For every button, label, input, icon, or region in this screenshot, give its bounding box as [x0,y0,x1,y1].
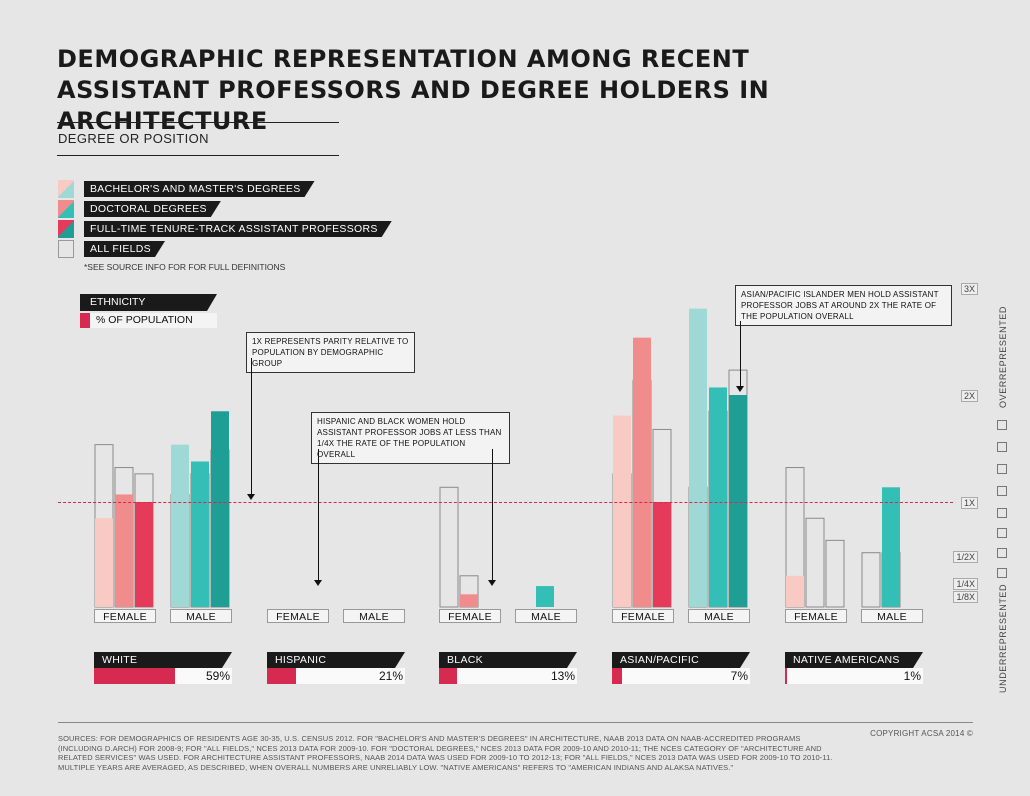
population-pct-track [439,668,577,684]
swatch-professors-icon [58,220,74,238]
swatch-bachelors-icon [58,180,74,198]
ethnicity-label: BLACK [439,652,577,668]
population-pct-value: 13% [550,669,575,683]
bar-female [633,337,651,607]
all-fields-outline [439,486,459,608]
marker-up-icon [997,420,1007,430]
all-fields-outline [861,552,881,608]
population-pct-fill [267,668,296,684]
bar-female [786,575,804,607]
bar-female [135,502,153,607]
bar-female [653,502,671,607]
ethnicity-label: ASIAN/PACIFIC ISLANDER [612,652,750,668]
axis-tick-1x: 1X [960,497,978,509]
sex-label-male: MALE [515,609,577,623]
bar-male [689,308,707,607]
arrow-down-icon [314,580,322,586]
section-label: DEGREE OR POSITION [58,131,209,146]
axis-tick-quarter: 1/4X [953,578,978,590]
arrow-down-icon [247,494,255,500]
arrow-down-icon [488,580,496,586]
bar-female [460,594,478,607]
population-pct-fill [785,668,787,684]
axis-tick-2x: 2X [960,390,978,402]
callout-hispanic-black: HISPANIC AND BLACK WOMEN HOLD ASSISTANT … [311,412,510,464]
swatch-doctoral-icon [58,200,74,218]
marker-down-icon [997,528,1007,538]
marker-down-icon [997,568,1007,578]
bar-female [115,494,133,607]
bar-male [171,444,189,607]
arrow-down-icon [736,386,744,392]
callout-asian-pointer [740,321,741,387]
marker-up-icon [997,442,1007,452]
population-pct-value: 1% [903,669,921,683]
marker-up-icon [997,486,1007,496]
title-line-1: DEMOGRAPHIC REPRESENTATION AMONG RECENT [57,45,750,73]
population-pct-fill [439,668,457,684]
sex-label-female: FEMALE [94,609,156,623]
sex-label-male: MALE [343,609,405,623]
population-pct-fill [94,668,176,684]
population-pct-value: 59% [205,669,230,683]
all-fields-outline [825,539,845,608]
parity-line [58,502,953,503]
over-label: OVERREPRESENTED [998,305,1008,408]
section-rule-top [57,122,339,123]
sex-label-female: FEMALE [785,609,847,623]
section-rule-bottom [57,155,339,156]
bar-female [613,415,631,607]
page-title: DEMOGRAPHIC REPRESENTATION AMONG RECENT … [57,44,957,137]
ethnicity-label: HISPANIC [267,652,405,668]
legend-label: FULL-TIME TENURE-TRACK ASSISTANT PROFESS… [84,221,392,237]
axis-tick-half: 1/2X [953,551,978,563]
legend-label: DOCTORAL DEGREES [84,201,221,217]
ethnicity-label: NATIVE AMERICANS [785,652,923,668]
under-label: UNDERREPRESENTED [998,583,1008,693]
bar-female [95,518,113,607]
population-pct-value: 21% [378,669,403,683]
bar-male [191,461,209,607]
axis-tick-eighth: 1/8X [953,591,978,603]
sex-label-female: FEMALE [612,609,674,623]
marker-down-icon [997,548,1007,558]
bar-male [211,411,229,607]
marker-up-icon [997,464,1007,474]
legend-label: ALL FIELDS [84,241,165,257]
callout-hispanic-pointer [318,449,319,582]
callout-black-pointer [492,449,493,582]
definitions-note: *SEE SOURCE INFO FOR FOR FULL DEFINITION… [84,262,286,272]
axis-tick-3x: 3X [960,283,978,295]
legend-label: BACHELOR'S AND MASTER'S DEGREES [84,181,315,197]
sex-label-male: MALE [861,609,923,623]
footer-rule [58,722,973,723]
ethnicity-label: WHITE [94,652,232,668]
ethnicity-key-title: ETHNICITY [80,294,217,311]
sex-label-male: MALE [688,609,750,623]
bar-male [709,387,727,607]
ethnicity-key-pct-label: % OF POPULATION [90,313,217,328]
copyright: COPYRIGHT ACSA 2014 © [870,729,973,738]
sex-label-female: FEMALE [439,609,501,623]
all-fields-outline [805,517,825,608]
population-pct-track [785,668,923,684]
swatch-all-fields-icon [58,240,74,258]
sources-text: SOURCES: FOR DEMOGRAPHICS OF RESIDENTS A… [58,734,833,772]
bar-male [882,487,900,607]
population-pct-value: 7% [730,669,748,683]
marker-down-icon [997,508,1007,518]
population-pct-fill [612,668,622,684]
ethnicity-key-pct-swatch [80,313,90,328]
callout-parity: 1X REPRESENTS PARITY RELATIVE TO POPULAT… [246,332,415,373]
sex-label-male: MALE [170,609,232,623]
callout-parity-pointer [251,358,252,496]
population-pct-track [267,668,405,684]
population-pct-track [612,668,750,684]
title-line-2: ASSISTANT PROFESSORS AND DEGREE HOLDERS … [57,76,770,135]
bar-male [536,586,554,607]
bar-male [729,395,747,607]
callout-asian: ASIAN/PACIFIC ISLANDER MEN HOLD ASSISTAN… [735,285,952,326]
sex-label-female: FEMALE [267,609,329,623]
